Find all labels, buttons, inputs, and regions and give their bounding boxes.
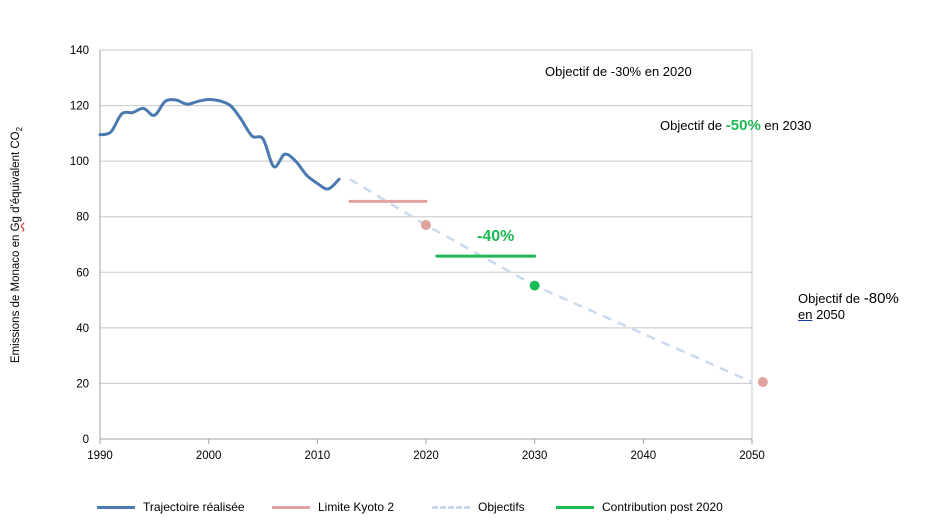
legend-label: Trajectoire réalisée [143, 500, 245, 514]
annotation-objective-2030: Objectif de -50% en 2030 [660, 117, 812, 134]
data-markers [421, 220, 768, 388]
legend-swatch [272, 505, 310, 509]
x-tick-label: 2000 [196, 450, 222, 462]
x-tick-label: 2050 [739, 450, 765, 462]
legend-item-objectifs: Objectifs [432, 500, 525, 514]
legend-item-kyoto: Limite Kyoto 2 [272, 500, 394, 514]
x-tick-label: 2020 [413, 450, 439, 462]
legend-item-contribution: Contribution post 2020 [556, 500, 723, 514]
legend: Trajectoire réalisée Limite Kyoto 2 Obje… [0, 500, 945, 518]
y-tick-label: 40 [76, 323, 89, 335]
y-tick-label: 80 [76, 212, 89, 224]
series-line-trajectoire-realisee [98, 97, 341, 191]
x-tick-label: 1990 [87, 450, 113, 462]
legend-swatch [556, 505, 594, 509]
annotation-minus-40: -40% [477, 228, 515, 245]
y-tick-label: 100 [70, 156, 89, 168]
marker-point [757, 377, 768, 388]
legend-item-trajectoire: Trajectoire réalisée [97, 500, 245, 514]
x-tick-label: 2010 [305, 450, 331, 462]
legend-label: Contribution post 2020 [602, 500, 723, 514]
annotation-objective-2050: Objectif de -80% en 2050 [798, 290, 899, 323]
legend-swatch [97, 505, 135, 509]
legend-swatch [432, 505, 470, 509]
marker-point [421, 220, 431, 231]
y-axis-label: Emissions de Monaco en Gg d'équivalent C… [9, 126, 25, 364]
gridlines [100, 49, 753, 439]
legend-label: Objectifs [478, 500, 525, 514]
legend-label: Limite Kyoto 2 [318, 500, 395, 514]
axes [99, 50, 753, 444]
y-tick-label: 0 [83, 434, 89, 446]
marker-point [529, 280, 540, 291]
y-tick-label: 20 [76, 378, 89, 390]
series-line-objectifs [349, 178, 753, 384]
y-tick-label: 120 [70, 101, 89, 113]
y-tick-label: 60 [76, 267, 89, 279]
x-tick-label: 2030 [522, 450, 548, 462]
x-tick-label: 2040 [631, 450, 657, 462]
series-lines [98, 97, 753, 384]
y-tick-label: 140 [70, 45, 89, 57]
annotation-objective-2020: Objectif de -30% en 2020 [545, 64, 692, 79]
